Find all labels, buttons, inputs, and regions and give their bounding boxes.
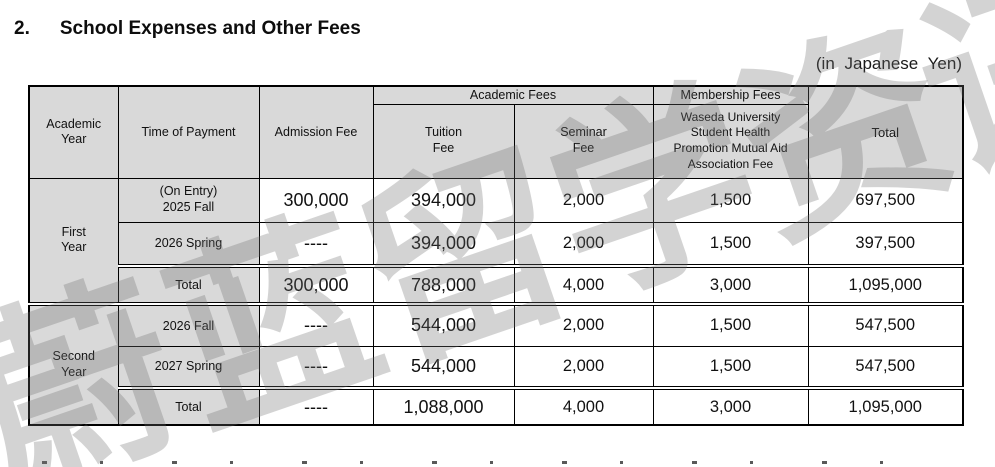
time-cell: 2026 Fall (117, 302, 260, 347)
tuition-total-cell: 1,088,000 (372, 386, 515, 426)
section-number: 2. (14, 18, 30, 39)
admission-total-cell: ---- (258, 386, 374, 426)
grand-total-cell: 1,095,000 (807, 386, 964, 426)
year-label-first: First Year (28, 177, 119, 305)
total-cell: 697,500 (807, 177, 964, 223)
header-sub-row: Tuition Fee Seminar Fee Waseda Universit… (29, 103, 963, 179)
header-band-row: Academic Year Time of Payment Admission … (28, 85, 964, 179)
header-membership-detail: Waseda University Student Health Promoti… (652, 103, 809, 179)
total-label: Total (117, 386, 260, 426)
membership-cell: 1,500 (652, 345, 809, 389)
admission-cell: 300,000 (258, 177, 374, 223)
header-admission-fee: Admission Fee (258, 85, 374, 179)
admission-cell: ---- (258, 221, 374, 267)
seminar-cell: 2,000 (513, 302, 654, 347)
membership-total-cell: 3,000 (652, 264, 809, 305)
table-row-first-year-on-entry: First Year (On Entry) 2025 Fall 300,000 … (28, 177, 964, 305)
membership-total-cell: 3,000 (652, 386, 809, 426)
seminar-total-cell: 4,000 (513, 386, 654, 426)
currency-note: (in Japanese Yen) (815, 54, 962, 73)
table-row-second-year-total: Total ---- 1,088,000 4,000 3,000 1,095,0… (29, 386, 964, 426)
table-row-first-year-total: Total 300,000 788,000 4,000 3,000 1,095,… (29, 264, 964, 305)
header-academic-fees: Academic Fees (372, 85, 654, 105)
section-title: 2. School Expenses and Other Fees (14, 18, 361, 40)
admission-cell: ---- (258, 345, 374, 389)
total-cell: 397,500 (807, 221, 964, 267)
membership-cell: 1,500 (652, 302, 809, 347)
table-row-first-year-spring: 2026 Spring ---- 394,000 2,000 1,500 397… (29, 221, 964, 267)
tuition-cell: 544,000 (372, 345, 515, 389)
seminar-cell: 2,000 (513, 345, 654, 389)
table-row-second-year-fall: Second Year 2026 Fall ---- 544,000 2,000… (28, 302, 964, 426)
time-cell: 2027 Spring (117, 345, 260, 389)
time-cell: (On Entry) 2025 Fall (117, 177, 260, 223)
seminar-total-cell: 4,000 (513, 264, 654, 305)
header-membership-fees: Membership Fees (652, 85, 809, 105)
seminar-cell: 2,000 (513, 177, 654, 223)
section-title-text: School Expenses and Other Fees (59, 18, 361, 39)
seminar-cell: 2,000 (513, 221, 654, 267)
tuition-total-cell: 788,000 (372, 264, 515, 305)
total-label: Total (117, 264, 260, 305)
fees-table: Academic Year Time of Payment Admission … (28, 85, 964, 426)
total-cell: 547,500 (807, 345, 964, 389)
tuition-cell: 394,000 (372, 221, 515, 267)
table-row-second-year-spring: 2027 Spring ---- 544,000 2,000 1,500 547… (29, 345, 964, 389)
total-cell: 547,500 (807, 302, 964, 347)
tuition-cell: 544,000 (372, 302, 515, 347)
time-cell: 2026 Spring (117, 221, 260, 267)
header-seminar-fee: Seminar Fee (513, 103, 654, 179)
grand-total-cell: 1,095,000 (807, 264, 964, 305)
admission-total-cell: 300,000 (258, 264, 374, 305)
header-tuition-fee: Tuition Fee (372, 103, 515, 179)
header-total: Total (807, 85, 964, 179)
year-label-second: Second Year (28, 302, 119, 426)
membership-cell: 1,500 (652, 221, 809, 267)
header-academic-year: Academic Year (28, 85, 119, 179)
header-time-of-payment: Time of Payment (117, 85, 260, 179)
clipped-text-fragment (42, 461, 947, 464)
admission-cell: ---- (258, 302, 374, 347)
membership-cell: 1,500 (652, 177, 809, 223)
tuition-cell: 394,000 (372, 177, 515, 223)
